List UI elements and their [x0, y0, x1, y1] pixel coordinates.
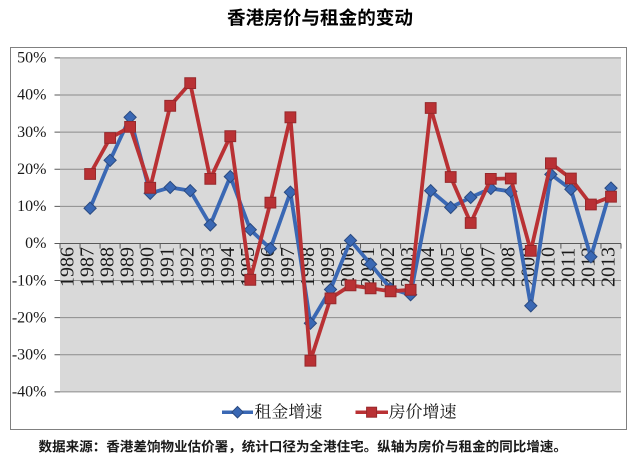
svg-text:2011: 2011 [557, 248, 579, 287]
svg-text:1993: 1993 [197, 247, 219, 287]
svg-text:2004: 2004 [417, 247, 439, 287]
svg-text:1988: 1988 [97, 247, 119, 287]
svg-text:1997: 1997 [277, 247, 299, 287]
svg-text:-30%: -30% [12, 347, 47, 364]
svg-text:0%: 0% [25, 235, 46, 252]
svg-text:10%: 10% [17, 198, 46, 215]
svg-text:1992: 1992 [177, 247, 199, 287]
svg-text:1990: 1990 [137, 247, 159, 287]
svg-text:2010: 2010 [537, 247, 559, 287]
svg-text:50%: 50% [17, 50, 46, 67]
svg-text:2013: 2013 [598, 247, 620, 287]
svg-text:30%: 30% [17, 124, 46, 141]
svg-text:2005: 2005 [437, 247, 459, 287]
svg-text:1999: 1999 [317, 247, 339, 287]
svg-text:2007: 2007 [477, 247, 499, 287]
svg-text:1987: 1987 [77, 247, 99, 287]
svg-text:1994: 1994 [217, 247, 239, 287]
svg-text:1991: 1991 [157, 247, 179, 287]
svg-text:1989: 1989 [117, 247, 139, 287]
svg-text:-10%: -10% [12, 272, 47, 289]
svg-text:40%: 40% [17, 87, 46, 104]
svg-text:20%: 20% [17, 161, 46, 178]
svg-text:1996: 1996 [257, 247, 279, 287]
svg-text:-40%: -40% [12, 384, 47, 401]
svg-text:2002: 2002 [377, 247, 399, 287]
svg-text:2006: 2006 [457, 247, 479, 287]
svg-text:1986: 1986 [57, 247, 79, 287]
svg-text:-20%: -20% [12, 309, 47, 326]
svg-text:2008: 2008 [497, 247, 519, 287]
